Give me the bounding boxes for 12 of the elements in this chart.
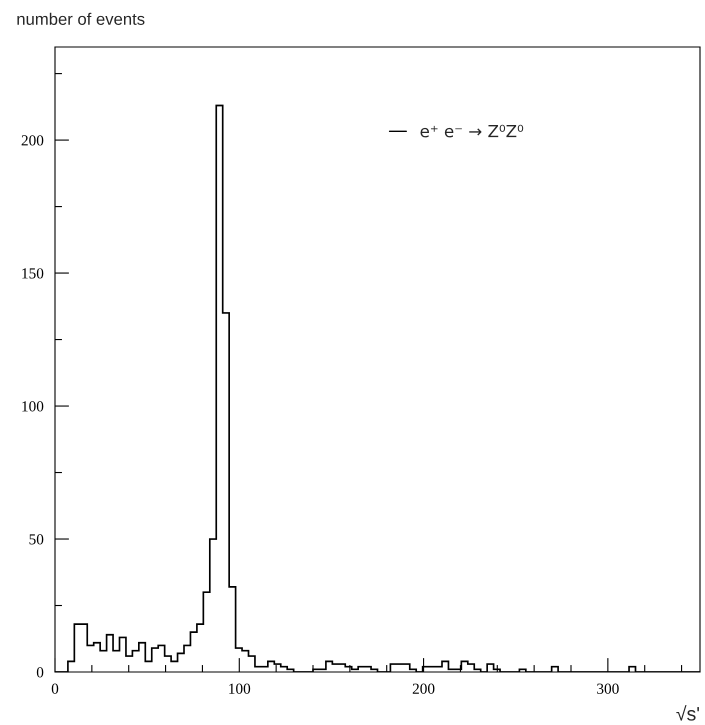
y-tick-label: 100: [22, 401, 44, 412]
y-tick-label: 150: [22, 268, 44, 279]
x-tick-label: 0: [52, 684, 58, 694]
y-tick-label: 50: [30, 534, 44, 544]
y-axis-title: number of events: [17, 12, 144, 25]
y-tick-label: 0: [36, 667, 44, 678]
x-tick-label: 300: [597, 684, 619, 694]
x-tick-label: 200: [412, 684, 434, 694]
x-axis-title: √s': [676, 705, 700, 721]
legend-label: e⁺ e⁻ → Z⁰Z⁰: [420, 124, 524, 138]
x-tick-label: 100: [229, 684, 250, 694]
y-tick-label: 200: [22, 135, 44, 146]
